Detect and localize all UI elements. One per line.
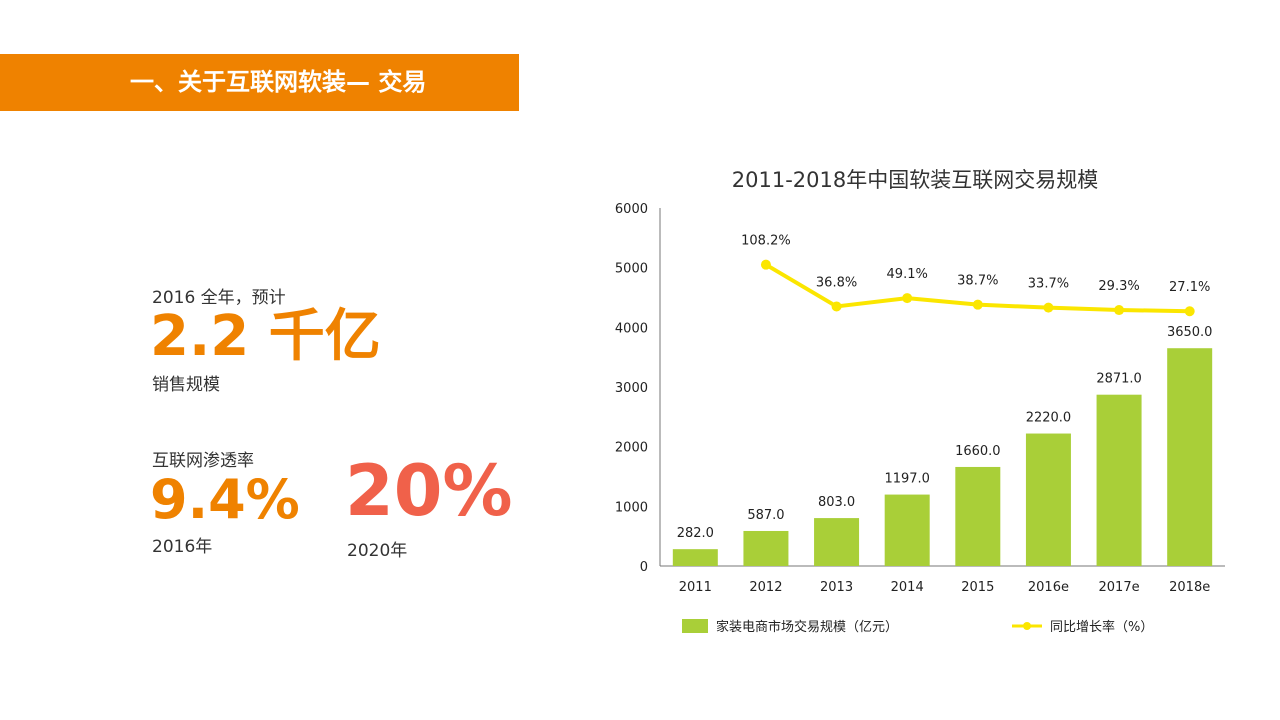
- x-tick-label: 2016e: [1028, 580, 1069, 595]
- growth-point: [902, 293, 913, 304]
- sales-caption: 销售规模: [152, 375, 220, 395]
- legend-line-label: 同比增长率（%）: [1050, 619, 1153, 635]
- bar: [672, 549, 718, 566]
- bar-value-label: 803.0: [818, 495, 855, 510]
- growth-value-label: 27.1%: [1169, 280, 1210, 295]
- growth-value-label: 49.1%: [887, 267, 928, 282]
- growth-value-label: 36.8%: [816, 275, 857, 290]
- growth-point: [1184, 306, 1195, 317]
- x-tick-label: 2013: [820, 580, 853, 595]
- growth-value-label: 38.7%: [957, 274, 998, 289]
- bar: [1096, 394, 1142, 566]
- x-tick-label: 2015: [961, 580, 994, 595]
- legend-bar-swatch: [682, 619, 708, 633]
- sales-value: 2.2 千亿: [150, 304, 381, 369]
- growth-value-label: 108.2%: [741, 234, 791, 249]
- growth-point: [972, 299, 983, 310]
- penetration-2016-year: 2016年: [152, 537, 213, 557]
- penetration-label: 互联网渗透率: [152, 451, 254, 471]
- bar: [1025, 433, 1071, 566]
- bar-value-label: 1660.0: [955, 444, 1001, 459]
- x-tick-label: 2012: [749, 580, 782, 595]
- penetration-2016-value: 9.4%: [150, 468, 300, 531]
- y-tick-label: 0: [640, 560, 648, 575]
- growth-point: [760, 259, 771, 270]
- legend-bar-label: 家装电商市场交易规模（亿元）: [716, 619, 898, 635]
- bar: [884, 494, 930, 566]
- y-tick-label: 2000: [615, 441, 648, 456]
- growth-point: [831, 301, 842, 312]
- bar: [1167, 348, 1213, 566]
- y-tick-label: 1000: [615, 500, 648, 515]
- growth-point: [1114, 305, 1125, 316]
- market-size-chart: 2011-2018年中国软装互联网交易规模 0 1000 2000 3000 4000 50…: [615, 168, 1225, 635]
- legend-line-marker: [1023, 622, 1031, 630]
- sales-year-label: 2016 全年，预计: [152, 288, 286, 308]
- bar: [743, 530, 789, 566]
- bar-value-label: 2871.0: [1096, 372, 1142, 387]
- growth-value-label: 33.7%: [1028, 277, 1069, 292]
- section-title: 一、关于互联网软装— 交易: [130, 68, 427, 96]
- x-tick-label: 2017e: [1099, 580, 1140, 595]
- bar-value-label: 2220.0: [1026, 411, 1072, 426]
- bar: [955, 466, 1001, 566]
- y-tick-label: 6000: [615, 202, 648, 217]
- x-tick-label: 2011: [679, 580, 712, 595]
- y-tick-label: 5000: [615, 262, 648, 277]
- section-title-banner: 一、关于互联网软装— 交易: [0, 54, 519, 111]
- growth-point: [1043, 302, 1054, 313]
- bar-value-label: 3650.0: [1167, 325, 1213, 340]
- x-tick-label: 2014: [891, 580, 924, 595]
- bar-value-label: 282.0: [677, 526, 714, 541]
- bar: [814, 518, 860, 566]
- y-tick-label: 3000: [615, 381, 648, 396]
- y-tick-label: 4000: [615, 321, 648, 336]
- x-tick-label: 2018e: [1169, 580, 1210, 595]
- chart-title: 2011-2018年中国软装互联网交易规模: [732, 168, 1098, 192]
- growth-value-label: 29.3%: [1098, 279, 1139, 294]
- penetration-2020-year: 2020年: [347, 541, 408, 561]
- bar-value-label: 587.0: [747, 508, 784, 523]
- bar-value-label: 1197.0: [884, 472, 930, 487]
- penetration-2020-value: 20%: [345, 450, 513, 532]
